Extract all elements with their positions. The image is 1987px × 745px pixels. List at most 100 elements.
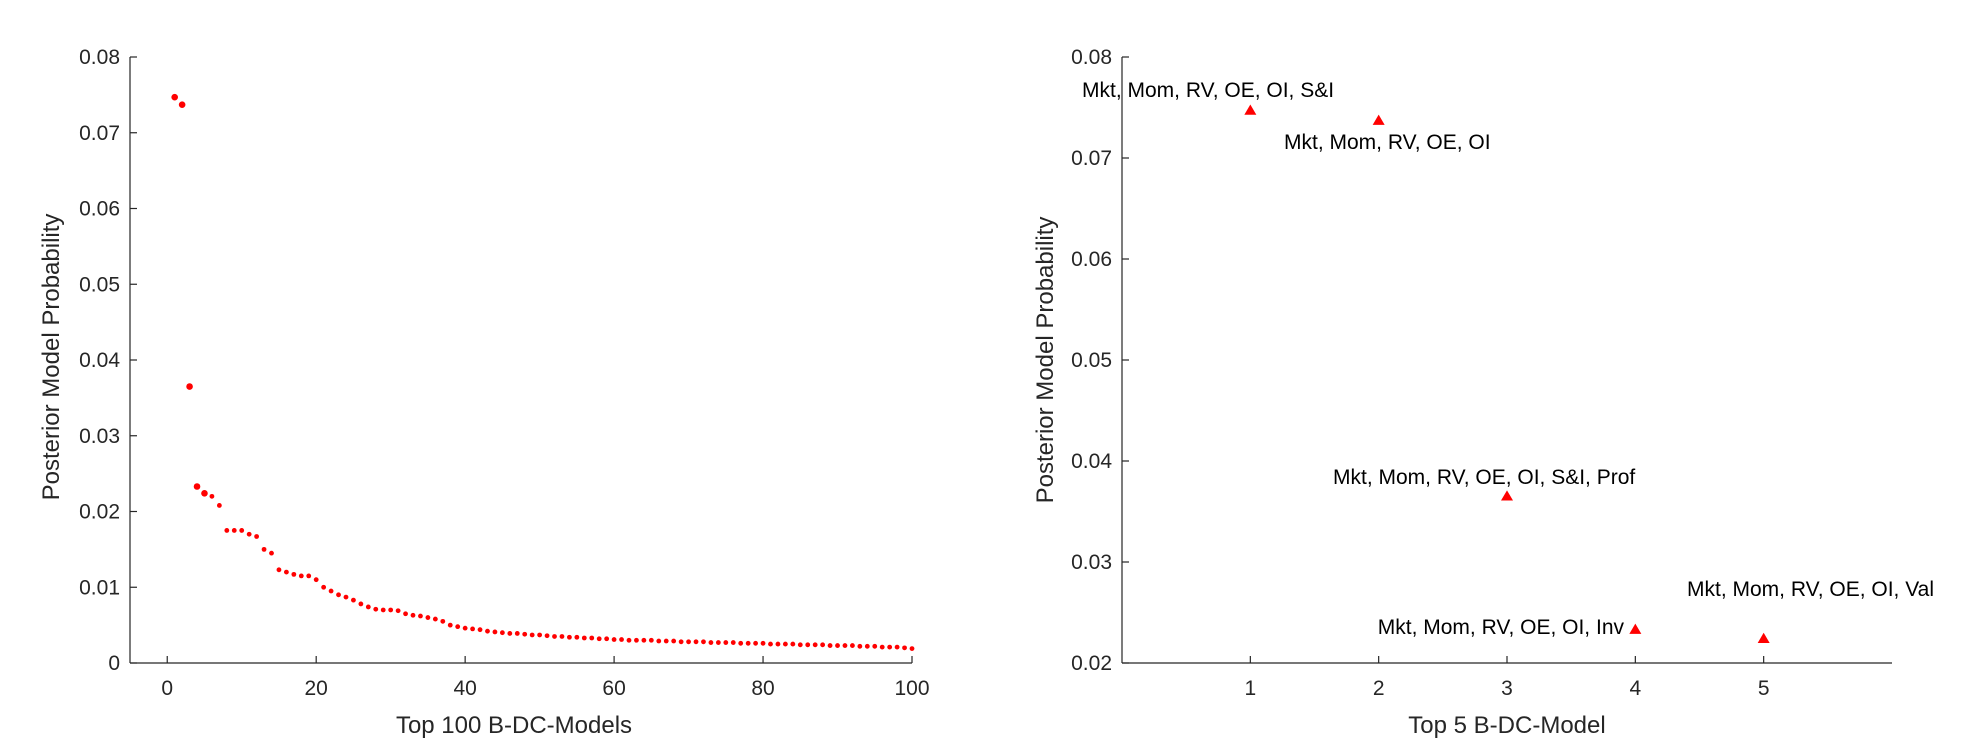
left-x-tick-label: 40 <box>453 677 476 700</box>
left-data-point <box>254 534 260 539</box>
left-data-point <box>224 528 230 533</box>
left-data-point <box>477 627 483 633</box>
left-data-point <box>462 625 468 631</box>
left-data-point <box>894 644 900 650</box>
left-data-point <box>730 640 736 645</box>
left-data-point <box>708 640 714 645</box>
right-data-point <box>1757 632 1770 643</box>
left-data-point <box>753 640 758 646</box>
left-data-point <box>291 571 297 577</box>
right-y-tick-label: 0.08 <box>1071 46 1112 69</box>
left-data-point <box>261 546 267 552</box>
left-data-point <box>634 637 639 643</box>
right-y-tick-label: 0.06 <box>1071 248 1112 271</box>
left-data-point <box>529 632 535 638</box>
left-data-point <box>306 573 312 579</box>
left-data-point <box>358 601 364 607</box>
left-data-point <box>827 643 833 648</box>
left-data-point <box>544 633 550 639</box>
right-y-tick-label: 0.05 <box>1071 349 1112 372</box>
right-data-point <box>1629 623 1642 634</box>
left-data-point <box>567 634 572 640</box>
right-y-tick-label: 0.07 <box>1071 147 1112 170</box>
annotation-model-3: Mkt, Mom, RV, OE, OI, S&I, Prof <box>1333 466 1635 489</box>
left-data-point <box>805 642 811 648</box>
left-data-point <box>790 641 796 647</box>
left-data-point <box>850 643 855 648</box>
left-data-point <box>738 640 744 646</box>
left-data-point <box>418 613 423 619</box>
left-data-point <box>887 644 893 650</box>
right-x-tick-label: 2 <box>1373 677 1385 700</box>
left-x-tick-label: 100 <box>894 677 929 700</box>
left-data-point <box>604 636 610 642</box>
left-data-point <box>239 528 245 533</box>
left-data-point <box>760 640 766 646</box>
left-data-point <box>715 640 721 645</box>
left-y-tick-label: 0.02 <box>79 501 120 524</box>
left-data-point <box>269 550 274 556</box>
left-data-point <box>611 637 617 642</box>
left-data-point <box>365 604 371 610</box>
left-data-point <box>373 606 379 612</box>
left-y-tick-label: 0 <box>108 652 120 675</box>
left-data-point <box>671 638 677 644</box>
left-data-point <box>336 592 341 598</box>
left-x-axis-label: Top 100 B-DC-Models <box>396 712 632 739</box>
left-data-point <box>775 641 781 647</box>
left-data-point <box>693 639 699 645</box>
left-data-point <box>782 641 788 647</box>
annotation-model-4: Mkt, Mom, RV, OE, OI, Inv <box>1378 616 1625 639</box>
left-data-point <box>626 637 632 643</box>
left-data-point <box>820 642 826 648</box>
right-y-tick-label: 0.03 <box>1071 551 1112 574</box>
left-x-tick-label: 60 <box>602 677 625 700</box>
right-x-tick-label: 4 <box>1629 677 1641 700</box>
left-data-point <box>447 622 453 628</box>
left-data-point <box>768 641 773 647</box>
left-y-tick-label: 0.06 <box>79 198 120 221</box>
left-data-point <box>499 630 505 636</box>
left-data-point <box>864 643 870 649</box>
left-data-point <box>246 531 252 537</box>
left-data-point <box>216 503 222 508</box>
left-data-point <box>328 588 334 594</box>
left-data-point <box>298 573 304 579</box>
left-data-point <box>552 634 557 639</box>
left-data-point <box>656 638 662 644</box>
right-data-points <box>1244 104 1770 643</box>
left-data-point <box>343 594 349 600</box>
left-data-point <box>522 631 528 637</box>
left-data-point <box>440 618 446 624</box>
left-data-point <box>209 493 215 499</box>
left-data-point <box>492 629 498 635</box>
annotation-model-2: Mkt, Mom, RV, OE, OI <box>1284 131 1491 154</box>
left-data-point <box>648 637 654 643</box>
left-data-point <box>686 639 691 645</box>
left-data-point <box>559 634 565 639</box>
right-annotations: Mkt, Mom, RV, OE, OI, S&I Mkt, Mom, RV, … <box>1082 79 1934 639</box>
left-x-tick-label: 0 <box>161 677 173 700</box>
left-data-point <box>403 611 408 617</box>
left-data-point <box>909 646 915 652</box>
right-x-tick-label: 1 <box>1244 677 1256 700</box>
right-data-point <box>1244 104 1257 115</box>
right-y-tick-label: 0.02 <box>1071 652 1112 675</box>
chart-top-5-models: 1 2 3 4 5 0.02 0.03 0.04 0.05 0.06 0.07 0.08 Mkt, M… <box>1032 46 1934 739</box>
left-data-point <box>193 483 201 490</box>
left-data-point <box>902 645 907 651</box>
left-data-point <box>842 643 848 648</box>
left-data-point <box>432 616 438 622</box>
left-y-axis-label: Posterior Model Probability <box>38 214 65 501</box>
left-data-point <box>879 644 885 650</box>
annotation-model-5: Mkt, Mom, RV, OE, OI, Val <box>1687 578 1934 601</box>
left-data-point <box>619 637 624 642</box>
left-data-point <box>857 643 863 649</box>
left-y-tick-label: 0.03 <box>79 425 120 448</box>
left-data-point <box>812 642 818 648</box>
left-axes: 0 20 40 60 80 100 0 0.01 0.02 0.03 0.04 0.05 0.06 0.0… <box>79 46 929 700</box>
left-data-point <box>470 626 475 632</box>
left-data-point <box>388 607 394 613</box>
right-axes: 1 2 3 4 5 0.02 0.03 0.04 0.05 0.06 0.07 0.08 <box>1071 46 1892 700</box>
